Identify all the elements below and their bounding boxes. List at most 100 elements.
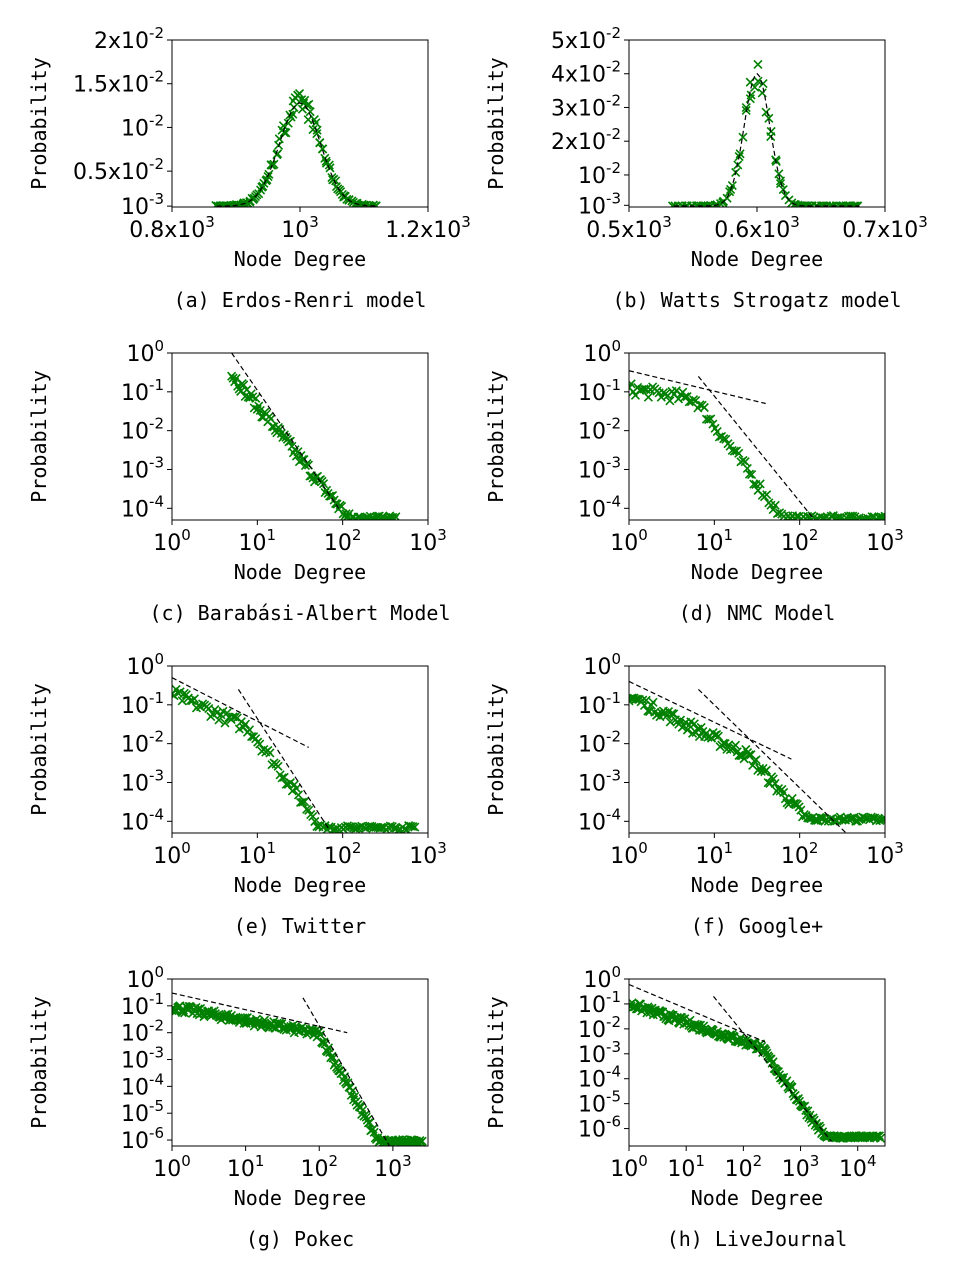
data-point (849, 201, 859, 207)
plot-area (629, 983, 885, 1143)
data-point (738, 132, 748, 142)
data-point (361, 1112, 371, 1122)
data-point (257, 412, 267, 422)
y-axis-label: Probability (484, 996, 508, 1128)
data-point (408, 821, 418, 832)
data-point (258, 181, 268, 191)
x-tick-label: 101 (239, 526, 277, 556)
x-tick-label: 103 (409, 839, 447, 869)
subfigure-caption: (e) Twitter (234, 914, 366, 938)
data-point (746, 90, 756, 100)
x-tick-label: 100 (153, 1152, 191, 1182)
data-point (325, 163, 335, 173)
x-tick-label: 103 (281, 213, 319, 243)
data-point (272, 149, 283, 159)
data-point (730, 740, 741, 750)
y-tick-label: 10-3 (121, 766, 164, 796)
x-tick-label: 101 (667, 1152, 705, 1182)
y-tick-label: 100 (583, 650, 621, 680)
subfigure-caption: (f) Google+ (691, 914, 823, 938)
x-tick-label: 102 (300, 1152, 338, 1182)
data-point (774, 169, 784, 179)
data-point (770, 500, 780, 510)
data-point (236, 717, 246, 727)
y-tick-label: 0.5x10-2 (73, 155, 164, 185)
data-point (739, 754, 749, 764)
fit-line (172, 677, 309, 748)
data-point (761, 1046, 771, 1056)
x-tick-label: 101 (696, 839, 734, 869)
data-point (311, 118, 321, 128)
x-axis-label: Node Degree (234, 1186, 366, 1210)
data-point (755, 479, 765, 489)
axes-frame (628, 978, 886, 1147)
y-tick-label: 100 (583, 963, 621, 993)
data-point (721, 434, 731, 444)
data-point (291, 783, 302, 793)
data-point (820, 513, 830, 520)
fit-line (302, 997, 391, 1146)
y-tick-label: 10-1 (121, 990, 164, 1020)
fit-line (172, 992, 348, 1034)
axes-frame (171, 352, 429, 521)
data-point (230, 712, 240, 722)
data-point (244, 725, 255, 735)
y-tick-label: 10-1 (578, 376, 621, 406)
data-point (718, 738, 729, 748)
y-tick-label: 10-2 (578, 1013, 621, 1043)
y-tick-label: 10-5 (121, 1097, 164, 1127)
x-axis-label: Node Degree (691, 560, 823, 584)
data-point (294, 88, 305, 99)
subfigure-caption: (b) Watts Strogatz model (613, 288, 902, 312)
data-point (643, 392, 653, 402)
x-tick-label: 100 (610, 1152, 648, 1182)
y-axis-label: Probability (484, 370, 508, 502)
data-point (310, 816, 320, 827)
data-point (727, 181, 737, 191)
fit-line (673, 73, 860, 207)
y-tick-label: 10-2 (121, 111, 164, 141)
data-point (818, 201, 828, 207)
y-axis-label: Probability (27, 57, 51, 189)
subfigure-caption: (a) Erdos-Renri model (174, 288, 427, 312)
data-point (695, 400, 705, 410)
chart-panel-8: 100 101 102 103 10410010-110-210-310-410-510… (484, 963, 886, 1251)
data-point (778, 185, 788, 195)
chart-panel-6: 100 101 102 103 100 10-1 10-2 10-3 10-4 Node Degr… (484, 650, 904, 938)
data-point (734, 448, 744, 458)
data-point (629, 379, 636, 389)
data-point (761, 107, 771, 117)
y-tick-label: 10-1 (578, 689, 621, 719)
fit-line (697, 688, 847, 833)
data-point (281, 128, 291, 138)
x-tick-label: 102 (324, 839, 362, 869)
y-tick-label: 10-3 (121, 1044, 164, 1074)
plot-area (629, 370, 885, 520)
data-point (833, 513, 843, 520)
chart-panel-4: 100 101 102 103 100 10-1 10-2 10-3 10-4 Node Degr… (484, 337, 904, 625)
data-point (706, 414, 716, 424)
chart-panel-7: 100 101 102 10310010-110-210-310-410-510-6N… (27, 963, 429, 1251)
data-point (283, 118, 293, 128)
y-tick-label: 3x10-2 (551, 91, 621, 121)
x-tick-label: 102 (725, 1152, 763, 1182)
y-tick-label: 100 (583, 337, 621, 367)
y-tick-label: 10-1 (121, 689, 164, 719)
data-point (675, 715, 686, 725)
data-point (410, 822, 420, 832)
y-axis-label: Probability (27, 683, 51, 815)
data-point (643, 706, 653, 716)
data-point (779, 787, 789, 798)
x-axis-label: Node Degree (234, 247, 366, 271)
data-point (753, 59, 763, 70)
data-point (689, 719, 699, 729)
y-tick-label: 10-1 (578, 988, 621, 1018)
data-point (287, 786, 297, 796)
x-tick-label: 0.8x103 (129, 213, 215, 243)
data-point (841, 201, 851, 207)
data-point (300, 797, 310, 807)
subfigure-caption: (c) Barabási-Albert Model (149, 601, 450, 625)
x-axis-label: Node Degree (691, 1186, 823, 1210)
fit-line (629, 680, 792, 760)
